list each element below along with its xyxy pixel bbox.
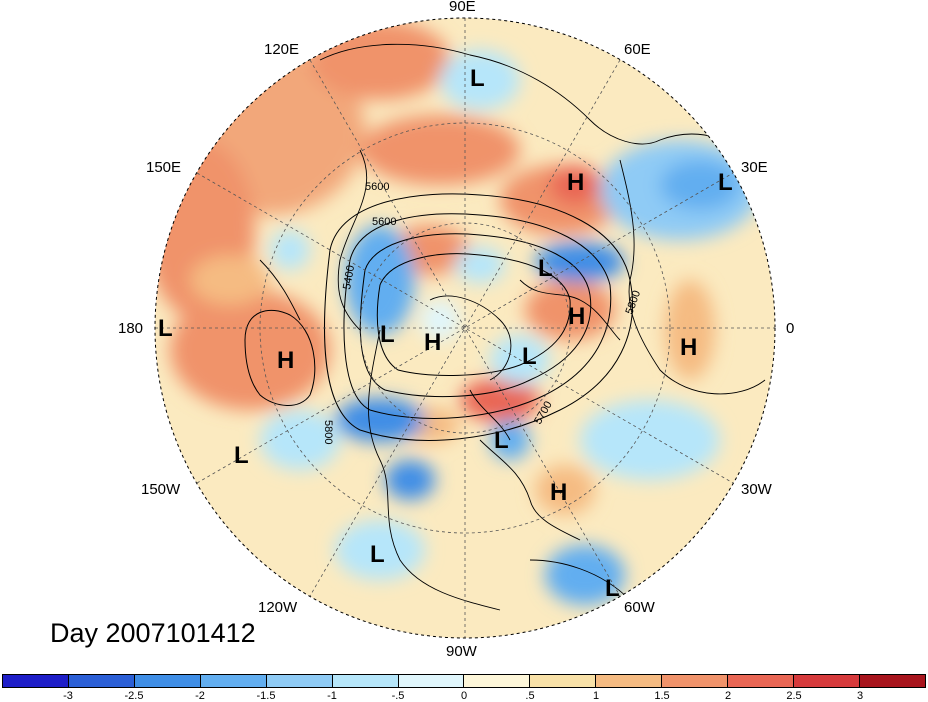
contour-label: 5600 <box>372 216 396 228</box>
longitude-label-90e: 90E <box>449 0 476 15</box>
longitude-label-60e: 60E <box>624 41 651 58</box>
low-pressure-marker: L <box>538 255 553 282</box>
longitude-label-180: 180 <box>118 320 144 337</box>
colorbar-segment <box>728 675 795 687</box>
colorbar-segment <box>398 675 465 687</box>
high-pressure-marker: H <box>567 169 584 196</box>
low-pressure-marker: L <box>370 541 385 568</box>
high-pressure-marker: H <box>424 329 441 356</box>
colorbar-tick-label: -2 <box>195 690 205 702</box>
low-pressure-marker: L <box>470 65 485 92</box>
colorbar-tick-label: 0 <box>460 690 468 702</box>
colorbar-tick-label: -3 <box>63 690 73 702</box>
longitude-label-120e: 120E <box>264 41 300 58</box>
low-pressure-marker: L <box>605 575 620 602</box>
longitude-label-150e: 150E <box>146 159 182 176</box>
low-pressure-marker: L <box>380 321 395 348</box>
contour-label: 5600 <box>365 181 389 193</box>
colorbar-segment <box>3 675 69 687</box>
low-pressure-marker: L <box>718 169 733 196</box>
colorbar-tick-label: 2.5 <box>786 690 802 702</box>
date-label: Day 2007101412 <box>50 618 256 648</box>
colorbar-tick-label: -1 <box>327 690 337 702</box>
colorbar-segment <box>859 675 925 687</box>
colorbar-tick-label: 1.5 <box>654 690 670 702</box>
colorbar-segment <box>662 675 729 687</box>
colorbar-segment <box>596 675 663 687</box>
longitude-label-90w: 90W <box>446 643 477 660</box>
low-pressure-marker: L <box>234 442 249 469</box>
longitude-label-0: 0 <box>786 320 795 337</box>
colorbar-tick-label: 3 <box>856 690 864 702</box>
longitude-label-150w: 150W <box>141 481 181 498</box>
graticule <box>155 18 775 638</box>
colorbar-segment <box>464 675 531 687</box>
low-pressure-marker: L <box>494 427 509 454</box>
longitude-label-60w: 60W <box>624 599 655 616</box>
colorbar-tick-label: .5 <box>525 690 535 702</box>
contour-label: 5800 <box>322 420 334 444</box>
high-pressure-marker: H <box>568 303 585 330</box>
colorbar-segment <box>134 675 201 687</box>
longitude-label-30e: 30E <box>741 159 768 176</box>
longitude-label-120w: 120W <box>258 599 298 616</box>
colorbar-segment <box>266 675 333 687</box>
contour-label: 5400 <box>341 264 357 290</box>
colorbar-tick-label: -1.5 <box>256 690 276 702</box>
colorbar-segment <box>200 675 267 687</box>
colorbar <box>2 674 926 688</box>
colorbar-tick-label: 2 <box>724 690 732 702</box>
colorbar-tick-label: 1 <box>592 690 600 702</box>
high-pressure-marker: H <box>277 347 294 374</box>
map-boundary <box>154 17 776 639</box>
coastlines <box>259 43 766 611</box>
low-pressure-marker: L <box>522 343 537 370</box>
colorbar-tick-label: -2.5 <box>124 690 144 702</box>
colorbar-segment <box>530 675 597 687</box>
longitude-label-30w: 30W <box>741 481 772 498</box>
high-pressure-marker: H <box>550 479 567 506</box>
low-pressure-marker: L <box>158 315 173 342</box>
colorbar-segment <box>332 675 399 687</box>
high-pressure-marker: H <box>680 334 697 361</box>
colorbar-segment <box>68 675 135 687</box>
colorbar-tick-label: -.5 <box>391 690 405 702</box>
colorbar-segment <box>794 675 860 687</box>
